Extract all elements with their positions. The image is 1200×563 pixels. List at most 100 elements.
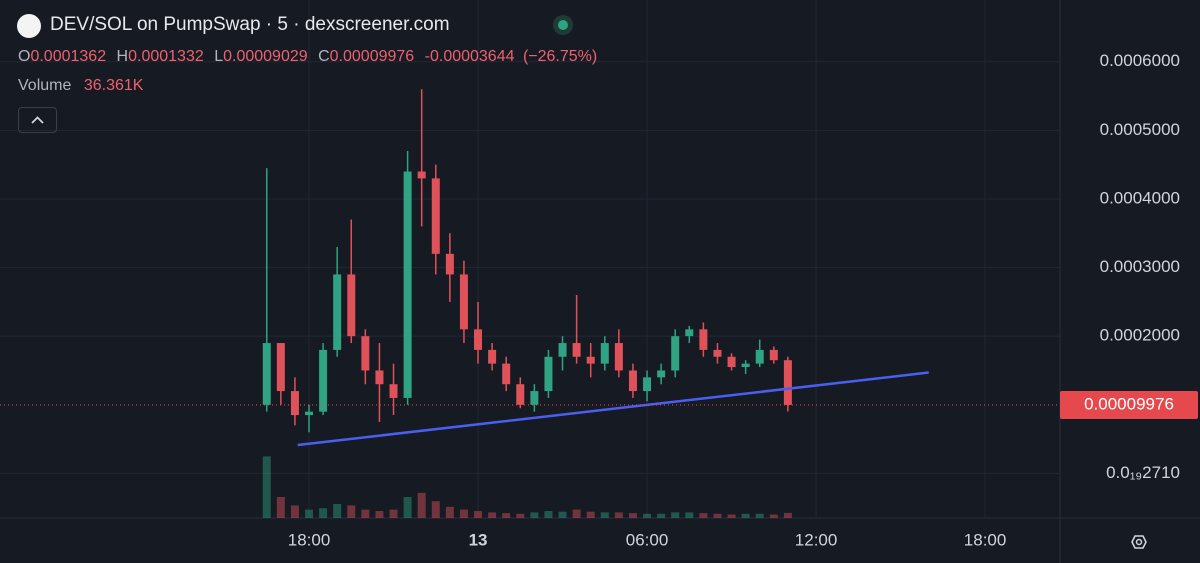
volume-bar (544, 511, 553, 518)
candle-body (713, 349, 722, 357)
volume-bar (290, 505, 299, 518)
y-tick-label: 0.0₁₉2710 (1106, 463, 1180, 482)
volume-bar (572, 509, 581, 518)
y-tick-label: 0.0002000 (1100, 326, 1180, 345)
candle-body (276, 343, 285, 392)
volume-bar (713, 513, 722, 518)
low-value: 0.00009029 (223, 48, 308, 65)
settings-icon[interactable] (1131, 535, 1147, 549)
close-label: C (318, 48, 330, 65)
volume-bar (643, 513, 652, 518)
volume-bar (657, 513, 666, 518)
trend-line (297, 371, 929, 447)
chevron[interactable] (31, 116, 44, 124)
volume-bar (516, 513, 525, 518)
volume-row: Volume 36.361K (18, 77, 143, 95)
candle-body (628, 370, 637, 392)
volume-bar (459, 509, 468, 518)
candle-body (488, 349, 497, 364)
candle-body (600, 343, 609, 364)
candle-body (459, 274, 468, 330)
x-tick-label: 12:00 (795, 530, 838, 549)
candle-body (643, 377, 652, 392)
y-tick-label: 0.0006000 (1100, 51, 1180, 70)
candle-body (699, 329, 708, 350)
last-price-label: 0.00009976 (1084, 394, 1174, 413)
candle-body (319, 349, 328, 412)
candle-body (530, 391, 539, 405)
candle-body (741, 363, 750, 368)
volume-label: Volume (18, 77, 72, 94)
volume-bar (445, 506, 454, 518)
volume-bar (614, 512, 623, 518)
low-label: L (214, 48, 224, 65)
high-value: 0.0001332 (128, 48, 204, 65)
candle-body (361, 336, 370, 371)
candle-body (783, 360, 792, 405)
candle-body (305, 411, 314, 416)
volume-bar (488, 512, 497, 518)
candle-body (586, 356, 595, 364)
y-tick-label: 0.0003000 (1100, 257, 1180, 276)
volume-bar (361, 509, 370, 518)
status-indicator (553, 15, 573, 35)
volume-bar (389, 509, 398, 518)
change-percent: (−26.75%) (522, 48, 598, 65)
volume-bar (769, 514, 778, 518)
volume-bar (403, 497, 412, 518)
volume-bar (685, 512, 694, 518)
volume-bar (699, 513, 708, 518)
candle-body (474, 329, 483, 350)
candle-body (403, 171, 412, 398)
candle-body (769, 349, 778, 361)
candle-body (657, 370, 666, 378)
y-tick-label: 0.0005000 (1100, 120, 1180, 139)
candle-body (572, 343, 581, 357)
candle-body (333, 274, 342, 350)
candle-body (685, 329, 694, 337)
x-tick-label: 06:00 (626, 530, 669, 549)
volume-bar (600, 512, 609, 518)
volume-bar (474, 511, 483, 518)
open-label: O (18, 48, 31, 65)
status-dot (558, 20, 568, 30)
collapse-button[interactable] (18, 107, 57, 133)
volume-bar (262, 456, 271, 518)
settings-button[interactable] (1131, 535, 1147, 549)
candle-body (755, 349, 764, 364)
settings-icon-center[interactable] (1135, 538, 1143, 546)
collapse-icon[interactable] (18, 107, 57, 133)
x-tick-label: 18:00 (288, 530, 331, 549)
candle-body (417, 171, 426, 179)
volume-bar (333, 504, 342, 518)
candle-body (389, 384, 398, 398)
ohlc-row: O0.0001362 H0.0001332 L0.00009029 C0.000… (18, 48, 597, 66)
token-logo (17, 14, 41, 38)
volume-value: 36.361K (83, 77, 144, 94)
candle-body (290, 391, 299, 416)
volume-bar (276, 497, 285, 518)
candle-body (347, 274, 356, 337)
volume-bar (586, 511, 595, 518)
candle-body (558, 343, 567, 357)
x-tick-label: 18:00 (964, 530, 1007, 549)
candle-body (727, 356, 736, 368)
volume-bar (502, 513, 511, 518)
volume-bar (783, 512, 792, 518)
candle-body (375, 370, 384, 385)
volume-bar (628, 513, 637, 518)
volume-bar (431, 501, 440, 518)
volume-bar (727, 514, 736, 518)
x-tick-label: 13 (469, 530, 488, 549)
volume-bar (671, 512, 680, 518)
volume-bar (305, 509, 314, 518)
volume-bar (375, 511, 384, 518)
candle-body (262, 343, 271, 405)
candle-body (614, 343, 623, 371)
volume-bar (347, 505, 356, 518)
candle-body (445, 253, 454, 275)
change-value: -0.00003644 (424, 48, 515, 65)
candle-body (544, 356, 553, 392)
